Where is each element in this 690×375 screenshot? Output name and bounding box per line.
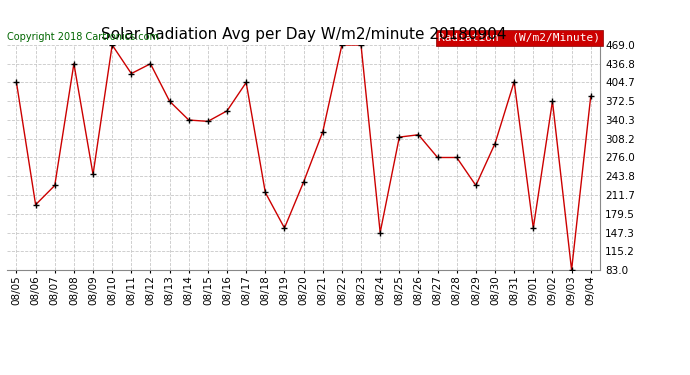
Text: Radiation  (W/m2/Minute): Radiation (W/m2/Minute) — [438, 33, 600, 43]
Text: Copyright 2018 Cartronics.com: Copyright 2018 Cartronics.com — [7, 32, 159, 42]
Title: Solar Radiation Avg per Day W/m2/minute 20180904: Solar Radiation Avg per Day W/m2/minute … — [101, 27, 506, 42]
